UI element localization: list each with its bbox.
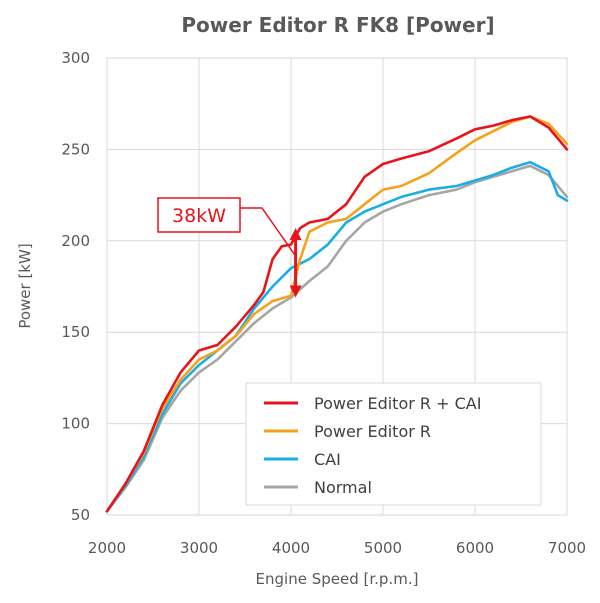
y-tick-label: 200 <box>61 232 90 250</box>
y-tick-label: 250 <box>61 140 90 158</box>
series-line-cai <box>105 160 569 513</box>
difference-arrow-head-up <box>289 228 302 241</box>
tick-labels: 2000 3000 4000 5000 6000 7000 50 100 150 200 250 30… <box>61 49 586 557</box>
y-tick-label: 150 <box>61 323 90 341</box>
x-tick-label: 6000 <box>456 539 494 557</box>
plot-area <box>106 57 568 516</box>
series-lines <box>105 115 569 513</box>
y-tick-label: 50 <box>71 506 90 524</box>
legend: Power Editor R + CAI Power Editor R CAI Nor… <box>245 382 542 506</box>
callout-leader-line <box>240 207 297 257</box>
difference-arrow-head-down <box>289 285 302 298</box>
legend-label: Normal <box>314 478 372 497</box>
x-tick-label: 3000 <box>180 539 218 557</box>
x-tick-label: 4000 <box>272 539 310 557</box>
series-line-power-editor-r-cai <box>105 115 569 513</box>
series-line-normal <box>105 164 569 513</box>
y-axis-label: Power [kW] <box>16 243 34 328</box>
callout-box <box>157 197 241 233</box>
legend-label: Power Editor R + CAI <box>314 394 481 413</box>
series-line-power-editor-r <box>105 115 569 513</box>
callout-label: 38kW <box>172 205 226 227</box>
x-tick-label: 5000 <box>364 539 402 557</box>
y-tick-label: 300 <box>61 49 90 67</box>
legend-label: Power Editor R <box>314 422 431 441</box>
legend-label: CAI <box>314 450 341 469</box>
difference-annotation: 38kW <box>157 197 302 298</box>
x-axis-label: Engine Speed [r.p.m.] <box>256 570 419 588</box>
chart-title: Power Editor R FK8 [Power] <box>181 13 494 37</box>
x-tick-label: 2000 <box>88 539 126 557</box>
x-tick-label: 7000 <box>548 539 586 557</box>
y-tick-label: 100 <box>61 415 90 433</box>
plot-border <box>106 57 568 516</box>
